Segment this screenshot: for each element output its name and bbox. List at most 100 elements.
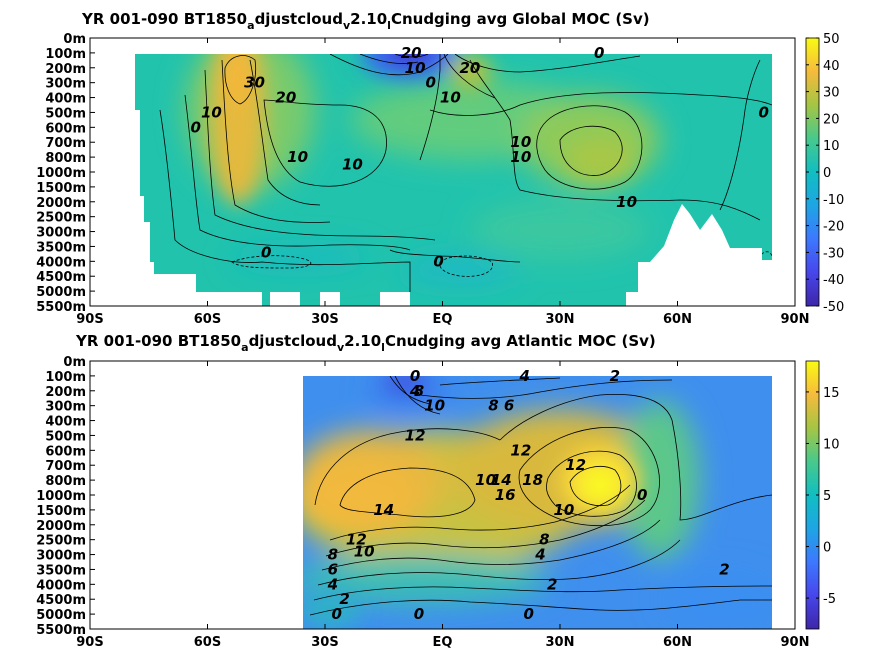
atlantic-contour-label: 2 [719, 560, 729, 578]
atlantic-contour-label: 6 [504, 397, 514, 415]
global-contour-label: 0 [758, 103, 768, 121]
atlantic-colorbar-tick-label: -5 [823, 592, 836, 607]
global-y-tick-label: 200m [45, 62, 86, 77]
atlantic-y-tick-label: 300m [45, 400, 86, 415]
global-y-tick-label: 4000m [36, 255, 86, 270]
global-y-tick-label: 400m [45, 92, 86, 107]
atlantic-contour-label: 2 [610, 367, 620, 385]
atlantic-y-tick-label: 2000m [36, 519, 86, 534]
atlantic-colorbar-tick-label: 5 [823, 489, 831, 504]
atlantic-contour-label: 4 [327, 575, 338, 593]
global-contour-label: 10 [201, 103, 222, 121]
atlantic-contour-label: 12 [565, 456, 586, 474]
global-y-tick-label: 700m [45, 136, 86, 151]
atlantic-contour-label: 12 [346, 531, 367, 549]
global-x-tick-label: 90S [76, 312, 103, 327]
atlantic-contour-label: 4 [534, 546, 545, 564]
global-x-axis: 90S 60S 30S EQ 30N 60N 90N [76, 38, 809, 327]
global-colorbar-tick-label: 10 [823, 139, 840, 154]
atlantic-x-tick-label: 30N [546, 635, 575, 650]
atlantic-y-tick-label: 600m [45, 444, 86, 459]
atlantic-y-tick-label: 3000m [36, 549, 86, 564]
atlantic-contour-label: 10 [553, 501, 574, 519]
global-y-tick-label: 3000m [36, 226, 86, 241]
atlantic-title: YR 001-090 BT1850adjustcloudv2.10lCnudgi… [75, 332, 656, 354]
atlantic-contour-label: 14 [373, 501, 394, 519]
global-colorbar-tick-label: -50 [823, 300, 844, 315]
atlantic-y-tick-label: 1500m [36, 504, 86, 519]
global-colorbar-tick-label: 30 [823, 86, 840, 101]
global-y-tick-label: 0m [63, 32, 86, 47]
atlantic-y-tick-label: 200m [45, 385, 86, 400]
global-x-tick-label: 60S [194, 312, 221, 327]
global-y-tick-label: 2000m [36, 196, 86, 211]
global-contour-label: 10 [287, 148, 308, 166]
atlantic-contour-label: 8 [414, 382, 424, 400]
atlantic-y-axis: 0m100m200m300m400m500m600m700m800m1000m1… [36, 355, 95, 638]
atlantic-x-tick-label: EQ [433, 635, 453, 650]
atlantic-contour-label: 12 [405, 426, 426, 444]
atlantic-x-tick-label: 30S [311, 635, 338, 650]
atlantic-y-tick-label: 400m [45, 415, 86, 430]
atlantic-contour-label: 4 [519, 367, 530, 385]
global-colorbar-tick-label: 50 [823, 32, 840, 47]
global-colorbar-tick-label: -40 [823, 273, 844, 288]
atlantic-moc-panel: YR 001-090 BT1850adjustcloudv2.10lCnudgi… [36, 332, 839, 650]
global-contour-label: 10 [440, 89, 461, 107]
atlantic-y-tick-label: 500m [45, 429, 86, 444]
global-y-tick-label: 500m [45, 106, 86, 121]
global-colorbar-tick-label: -30 [823, 246, 844, 261]
global-field [135, 54, 772, 306]
atlantic-contour-label: 2 [339, 590, 349, 608]
global-y-tick-label: 100m [45, 47, 86, 62]
global-x-tick-label: 60N [663, 312, 692, 327]
atlantic-y-tick-label: 0m [63, 355, 86, 370]
atlantic-contour-label: 0 [410, 367, 420, 385]
atlantic-x-tick-label: 60S [194, 635, 221, 650]
atlantic-contour-label: 8 [539, 531, 549, 549]
global-contour-label: 30 [244, 74, 265, 92]
atlantic-contour-label: 6 [328, 560, 338, 578]
atlantic-x-tick-label: 90S [76, 635, 103, 650]
global-y-tick-label: 3500m [36, 240, 86, 255]
atlantic-contour-lines [309, 376, 772, 616]
global-y-tick-label: 800m [45, 151, 86, 166]
atlantic-colorbar-tick-label: 0 [823, 541, 831, 556]
atlantic-colorbar-tick-label: 10 [823, 437, 840, 452]
atlantic-contour-label: 16 [495, 486, 516, 504]
global-contour-label: 20 [401, 44, 422, 62]
global-x-tick-label: 30S [311, 312, 338, 327]
atlantic-contour-label: 8 [328, 546, 338, 564]
atlantic-contour-label: 18 [522, 471, 543, 489]
global-contour-label: 10 [405, 59, 426, 77]
atlantic-y-tick-label: 4500m [36, 593, 86, 608]
global-y-tick-label: 300m [45, 77, 86, 92]
global-contour-label: 10 [510, 133, 531, 151]
atlantic-y-tick-label: 1000m [36, 489, 86, 504]
atlantic-contour-label: 0 [332, 605, 342, 623]
atlantic-contour-label: 2 [547, 575, 557, 593]
atlantic-contour-label: 14 [491, 471, 512, 489]
global-x-tick-label: 90N [781, 312, 810, 327]
global-contour-label: 10 [616, 193, 637, 211]
global-contour-label: 0 [261, 243, 271, 261]
atlantic-contour-label: 4 [409, 382, 420, 400]
atlantic-colorbar-tick-label: 15 [823, 386, 840, 401]
atlantic-contour-label: 10 [354, 543, 375, 561]
global-contour-label: 0 [433, 252, 443, 270]
global-colorbar-tick-label: -10 [823, 193, 844, 208]
global-title: YR 001-090 BT1850adjustcloudv2.10lCnudgi… [81, 10, 650, 32]
global-contour-lines [159, 54, 772, 292]
atlantic-contour-label: 0 [523, 605, 533, 623]
atlantic-contour-label: 0 [414, 605, 424, 623]
atlantic-contour-label: 8 [488, 397, 498, 415]
global-contour-label: 0 [594, 44, 604, 62]
atlantic-y-tick-label: 2500m [36, 534, 86, 549]
global-contour-label: 10 [510, 148, 531, 166]
global-colorbar-tick-label: 0 [823, 166, 831, 181]
global-y-axis: 0m100m200m300m400m500m600m700m800m1000m1… [36, 32, 95, 315]
global-contour-label: 0 [191, 118, 201, 136]
global-colorbar-ticks: 50 40 30 20 10 0 -10 -20 -30 -40 -50 [806, 32, 844, 315]
